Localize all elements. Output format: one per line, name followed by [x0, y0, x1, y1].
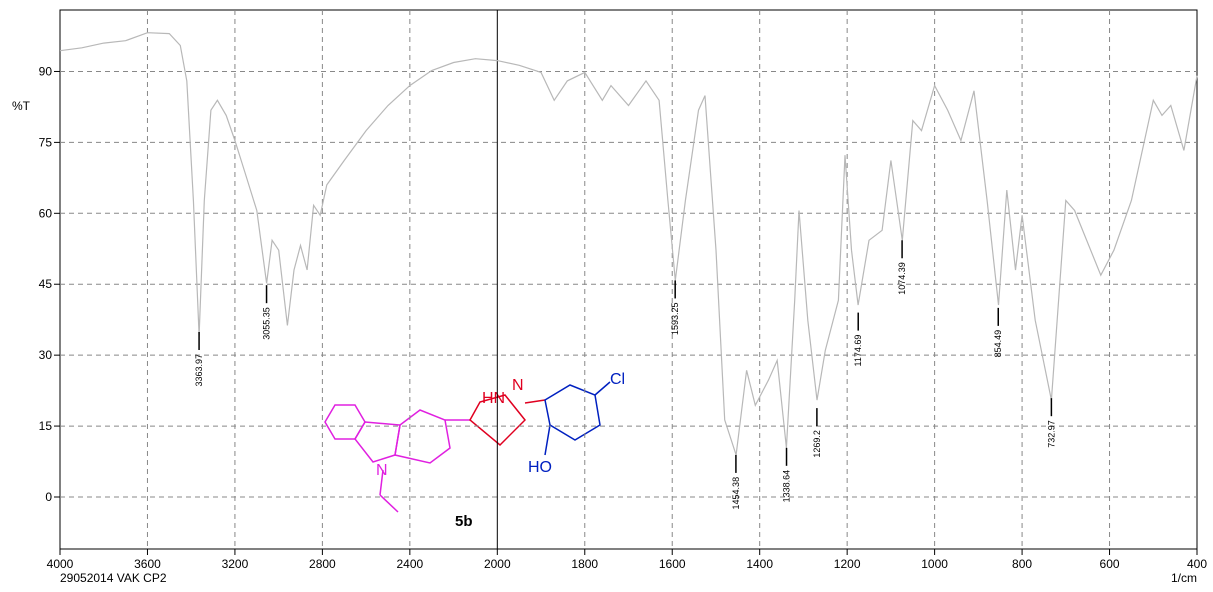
ring: [544, 384, 601, 441]
y-tick-label: 90: [39, 64, 53, 78]
x-tick-label: 1000: [921, 557, 948, 571]
x-tick-label: 800: [1012, 557, 1032, 571]
peak-label: 3363.97: [194, 354, 204, 387]
x-tick-label: 3200: [222, 557, 249, 571]
atom-label: N: [376, 462, 388, 479]
footer: 29052014 VAK CP2: [60, 571, 167, 585]
peak-label: 1593.25: [670, 302, 680, 335]
x-tick-label: 600: [1100, 557, 1120, 571]
y-axis-label: %T: [12, 99, 31, 113]
ring: [324, 404, 366, 440]
peak-label: 1074.39: [897, 262, 907, 295]
y-tick-label: 75: [39, 135, 53, 149]
peak-label: 1454.38: [731, 477, 741, 510]
atom-label: HO: [528, 459, 552, 476]
y-tick-label: 30: [39, 348, 53, 362]
y-tick-label: 60: [39, 206, 53, 220]
ring: [354, 421, 401, 463]
ring: [469, 394, 527, 447]
compound-label: 5b: [455, 513, 473, 530]
spectrum-line: [59, 32, 1198, 456]
atom-label: Cl: [610, 371, 625, 388]
x-tick-label: 1600: [659, 557, 686, 571]
x-tick-label: 3600: [134, 557, 161, 571]
atom-label: N: [512, 377, 524, 394]
bond: [524, 399, 546, 404]
bond: [379, 494, 399, 513]
atom-label: HN: [482, 390, 505, 407]
peak-label: 1269.2: [812, 430, 822, 458]
molecule: [324, 381, 611, 513]
x-tick-label: 4000: [47, 557, 74, 571]
x-tick-label: 1400: [746, 557, 773, 571]
x-tick-label: 2000: [484, 557, 511, 571]
y-tick-label: 15: [39, 419, 53, 433]
y-tick-label: 45: [39, 277, 53, 291]
plot-frame: [59, 9, 1198, 550]
bond: [544, 424, 551, 456]
peak-label: 732.97: [1046, 420, 1056, 448]
x-tick-label: 1800: [571, 557, 598, 571]
x-axis-label: 1/cm: [1171, 571, 1197, 585]
bond: [379, 469, 384, 496]
peak-label: 1174.69: [853, 335, 863, 367]
x-tick-label: 400: [1187, 557, 1207, 571]
ring: [394, 409, 451, 464]
y-tick-label: 0: [45, 490, 52, 504]
x-tick-label: 2400: [396, 557, 423, 571]
x-tick-label: 1200: [834, 557, 861, 571]
peak-label: 1338.64: [782, 470, 792, 503]
peak-label: 3055.35: [262, 307, 272, 340]
x-tick-label: 2800: [309, 557, 336, 571]
bond: [594, 381, 611, 396]
peak-label: 854.49: [993, 330, 1003, 358]
